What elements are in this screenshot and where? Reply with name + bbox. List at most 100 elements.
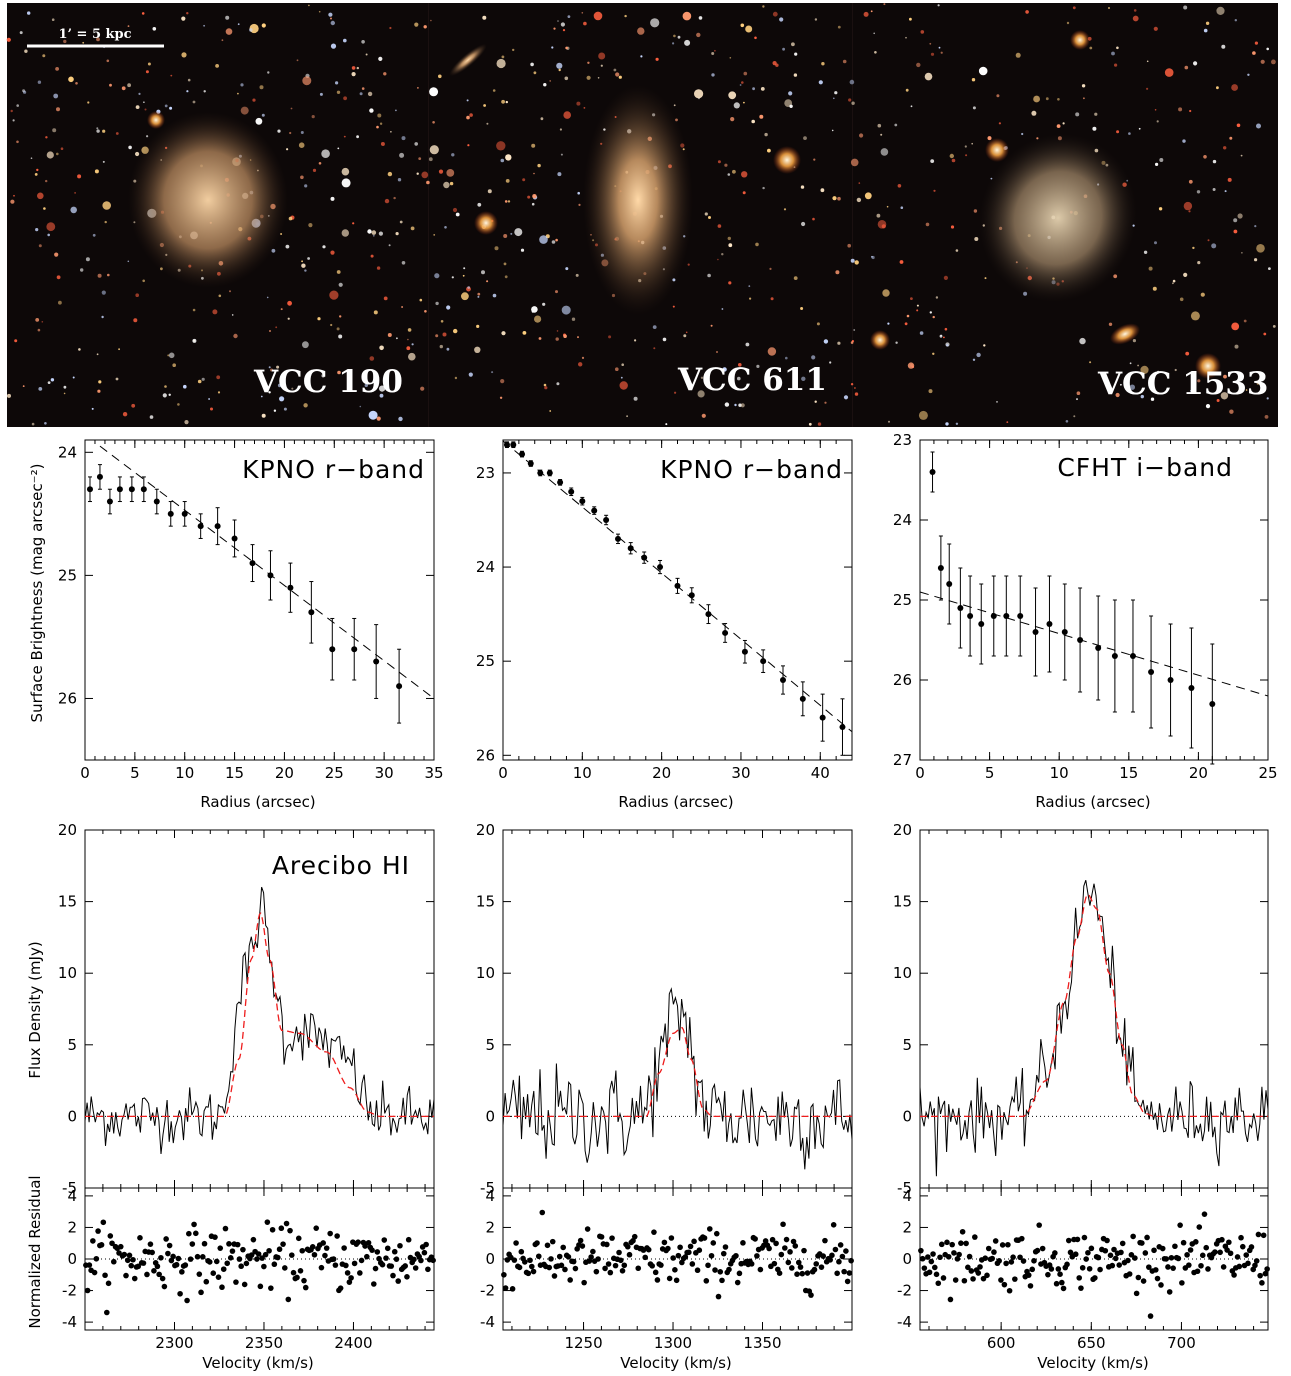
star	[1132, 339, 1136, 343]
data-point	[373, 658, 380, 665]
star	[974, 237, 979, 241]
star	[1174, 368, 1177, 372]
star	[640, 55, 643, 58]
residual-point	[1012, 1276, 1018, 1282]
residual-point	[1172, 1243, 1178, 1250]
residual-point	[271, 1261, 278, 1268]
residual-point	[982, 1255, 989, 1261]
residual-point	[931, 1264, 938, 1271]
star	[854, 260, 859, 265]
residual-point	[501, 1271, 507, 1278]
fit-line	[919, 591, 1269, 697]
star	[1076, 391, 1081, 396]
profile-panel-vcc190: 0 5 10 15 20 25 30 35 24 25 26 KPNO r−band Radius …	[28, 439, 444, 811]
data-point	[116, 486, 123, 493]
residual-point	[186, 1230, 192, 1237]
x-tick-label: 0	[498, 764, 508, 782]
star	[55, 67, 59, 71]
star	[1190, 311, 1200, 321]
star	[1116, 130, 1120, 134]
star	[512, 48, 515, 52]
star	[330, 196, 335, 201]
star	[92, 233, 96, 237]
star	[531, 143, 536, 148]
residual-point	[766, 1245, 772, 1252]
star	[886, 205, 889, 208]
residual-point	[1130, 1233, 1136, 1240]
residual-point	[1083, 1256, 1089, 1262]
star	[924, 72, 933, 81]
star	[835, 270, 840, 275]
data-point	[819, 714, 826, 721]
companion-galaxy	[1110, 323, 1140, 345]
y-tick-label: 4	[485, 1187, 495, 1205]
star	[417, 87, 419, 89]
star	[665, 423, 668, 426]
star	[72, 376, 75, 379]
star	[769, 267, 772, 270]
residual-point	[282, 1265, 288, 1271]
star	[561, 305, 571, 315]
star	[916, 309, 919, 312]
star	[91, 407, 94, 410]
star	[729, 57, 732, 59]
residual-point	[961, 1277, 968, 1284]
x-tick-label: 2400	[334, 1334, 372, 1352]
star	[268, 366, 271, 369]
star	[184, 420, 189, 425]
star	[1231, 322, 1240, 331]
residual-point	[430, 1257, 436, 1264]
star	[486, 122, 489, 125]
star	[164, 385, 167, 388]
star	[186, 90, 189, 93]
star	[13, 194, 15, 197]
star	[1137, 364, 1139, 367]
residual-point	[1029, 1266, 1036, 1273]
residual-point	[827, 1257, 833, 1263]
residual-point	[93, 1255, 100, 1262]
bright-star	[773, 146, 801, 174]
star	[1189, 109, 1192, 113]
star	[505, 179, 510, 183]
residual-point	[616, 1249, 622, 1256]
residual-point	[238, 1263, 244, 1270]
star	[1200, 292, 1205, 297]
star	[854, 392, 859, 396]
star	[870, 10, 873, 13]
data-point	[1046, 621, 1053, 627]
star	[434, 273, 440, 279]
star	[477, 295, 480, 298]
x-axis-label: Velocity (km/s)	[202, 1354, 313, 1372]
star	[1138, 127, 1141, 130]
star	[149, 415, 154, 419]
star	[724, 402, 730, 407]
star	[6, 37, 11, 42]
residual-point	[722, 1244, 729, 1250]
star	[578, 362, 583, 367]
residual-point	[285, 1296, 292, 1303]
star	[1092, 126, 1097, 131]
star	[575, 273, 579, 277]
star	[1184, 65, 1189, 70]
data-point	[627, 545, 634, 552]
star	[147, 62, 151, 66]
star	[109, 83, 112, 87]
star	[164, 104, 168, 108]
star	[454, 376, 458, 380]
x-tick-label: 20	[275, 764, 294, 782]
star	[146, 135, 149, 138]
residual-point	[635, 1265, 642, 1272]
star	[443, 181, 450, 189]
star	[1076, 398, 1078, 401]
star	[1205, 404, 1211, 409]
residual-point	[1166, 1289, 1173, 1295]
star	[1233, 229, 1238, 234]
star	[555, 290, 558, 294]
star	[916, 62, 921, 68]
y-tick-label: 23	[893, 431, 912, 449]
star	[973, 209, 978, 213]
star	[1006, 421, 1009, 423]
star	[1073, 415, 1076, 418]
star	[74, 192, 76, 194]
residual-point	[928, 1258, 935, 1265]
